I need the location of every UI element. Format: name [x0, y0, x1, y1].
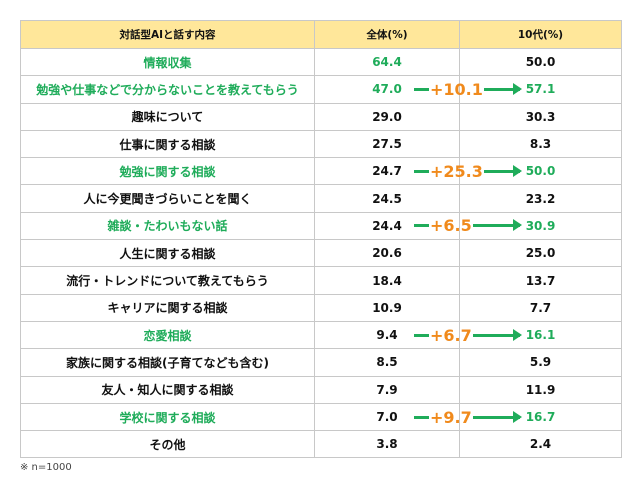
all-value-cell: 27.5 — [314, 130, 459, 158]
teen-value-cell: 11.9 — [459, 376, 621, 403]
table-row: 仕事に関する相談 27.5 8.3 — [21, 129, 621, 158]
teen-value-cell: 5.9 — [459, 349, 621, 376]
teen-value-cell: 50.0 — [459, 49, 621, 76]
all-value-cell: 3.8 — [314, 431, 459, 458]
table-row: 家族に関する相談(子育てなども含む) 8.5 5.9 — [21, 348, 621, 376]
results-table: 対話型AIと話す内容 全体(%) 10代(%) 情報収集 64.4 50.0 勉強や仕… — [20, 20, 622, 459]
all-value-cell: 29.0 — [314, 103, 459, 130]
topic-cell: キャリアに関する相談 — [107, 301, 228, 316]
all-value-cell: 64.4 — [314, 49, 459, 76]
all-value-cell: 24.4 — [314, 212, 459, 240]
table-row: 情報収集 64.4 50.0 — [21, 48, 621, 76]
table-body: 情報収集 64.4 50.0 勉強や仕事などで分からないことを教えてもらう 47.0 57… — [21, 48, 621, 458]
table-row: 人生に関する相談 20.6 25.0 — [21, 239, 621, 267]
teen-value-cell: 30.9 — [459, 212, 621, 240]
topic-cell: その他 — [149, 437, 186, 452]
teen-value-cell: 2.4 — [459, 431, 621, 458]
teen-value-cell: 30.3 — [459, 103, 621, 130]
table-row: 勉強や仕事などで分からないことを教えてもらう 47.0 57.1 +10.1 — [21, 75, 621, 103]
all-value-cell: 47.0 — [314, 76, 459, 103]
topic-cell: 流行・トレンドについて教えてもらう — [66, 274, 269, 289]
table-row: 友人・知人に関する相談 7.9 11.9 — [21, 375, 621, 403]
topic-cell: 勉強や仕事などで分からないことを教えてもらう — [36, 82, 299, 97]
teen-value-cell: 8.3 — [459, 130, 621, 158]
all-value-cell: 8.5 — [314, 349, 459, 376]
teen-value-cell: 50.0 — [459, 158, 621, 185]
table-row: 流行・トレンドについて教えてもらう 18.4 13.7 — [21, 266, 621, 294]
topic-cell: 情報収集 — [143, 55, 192, 70]
topic-cell: 人生に関する相談 — [119, 246, 216, 261]
topic-cell: 仕事に関する相談 — [119, 137, 216, 152]
table-row: 趣味について 29.0 30.3 — [21, 102, 621, 130]
topic-cell: 趣味について — [131, 110, 204, 125]
table-row: 恋愛相談 9.4 16.1 +6.7 — [21, 320, 621, 349]
all-value-cell: 9.4 — [314, 321, 459, 349]
topic-cell: 人に今更聞きづらいことを聞く — [83, 192, 252, 207]
table-row: 雑談・たわいもない話 24.4 30.9 +6.5 — [21, 211, 621, 240]
topic-cell: 家族に関する相談(子育てなども含む) — [66, 355, 269, 370]
table-row: 勉強に関する相談 24.7 50.0 +25.3 — [21, 157, 621, 185]
all-value-cell: 7.9 — [314, 376, 459, 403]
table-row: キャリアに関する相談 10.9 7.7 — [21, 293, 621, 321]
teen-value-cell: 23.2 — [459, 185, 621, 212]
teen-value-cell: 16.7 — [459, 403, 621, 431]
header-teen: 10代(%) — [459, 21, 621, 48]
sample-size-note: ※ n=1000 — [20, 462, 72, 473]
topic-cell: 友人・知人に関する相談 — [101, 383, 234, 398]
teen-value-cell: 16.1 — [459, 321, 621, 349]
table-row: 人に今更聞きづらいことを聞く 24.5 23.2 — [21, 184, 621, 212]
topic-cell: 学校に関する相談 — [119, 410, 216, 425]
all-value-cell: 7.0 — [314, 403, 459, 431]
teen-value-cell: 13.7 — [459, 267, 621, 294]
topic-cell: 恋愛相談 — [143, 328, 192, 343]
table-row: その他 3.8 2.4 — [21, 430, 621, 458]
all-value-cell: 10.9 — [314, 294, 459, 321]
all-value-cell: 18.4 — [314, 267, 459, 294]
teen-value-cell: 25.0 — [459, 240, 621, 267]
table-row: 学校に関する相談 7.0 16.7 +9.7 — [21, 402, 621, 431]
teen-value-cell: 7.7 — [459, 294, 621, 321]
all-value-cell: 24.7 — [314, 158, 459, 185]
table-header: 対話型AIと話す内容 全体(%) 10代(%) — [21, 21, 621, 48]
teen-value-cell: 57.1 — [459, 76, 621, 103]
all-value-cell: 24.5 — [314, 185, 459, 212]
header-topic: 対話型AIと話す内容 — [119, 29, 216, 41]
topic-cell: 勉強に関する相談 — [119, 164, 216, 179]
header-all: 全体(%) — [314, 21, 459, 48]
all-value-cell: 20.6 — [314, 240, 459, 267]
topic-cell: 雑談・たわいもない話 — [107, 219, 228, 234]
